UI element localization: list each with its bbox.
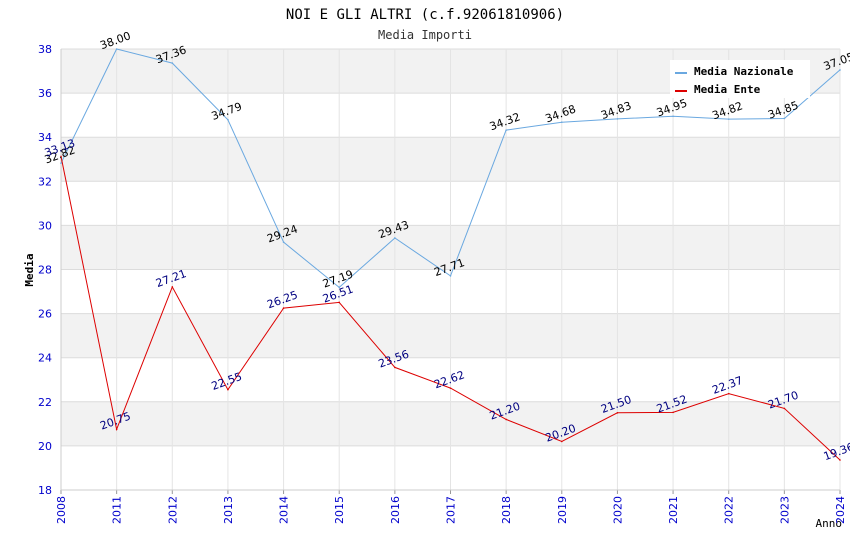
x-tick-label: 2017 — [445, 496, 458, 524]
x-tick-label: 2018 — [500, 496, 513, 524]
x-tick-label: 2022 — [723, 496, 736, 524]
x-tick-label: 2012 — [166, 496, 179, 524]
legend: Media Nazionale Media Ente — [670, 60, 810, 98]
x-tick-label: 2013 — [222, 496, 235, 524]
data-point-media-nazionale — [338, 286, 341, 289]
data-point-media-ente — [60, 155, 62, 158]
series-group — [60, 48, 841, 461]
legend-label-media-ente: Media Ente — [694, 83, 761, 96]
data-label-media-ente: 22.37 — [710, 374, 744, 397]
data-point-media-ente — [672, 411, 674, 414]
data-point-media-nazionale — [783, 117, 786, 120]
legend-box — [670, 60, 810, 98]
y-tick-label: 36 — [38, 87, 52, 100]
data-label-media-nazionale: 34.32 — [488, 110, 522, 133]
y-tick-label: 32 — [38, 175, 52, 188]
y-tick-label: 24 — [38, 352, 52, 365]
x-tick-label: 2023 — [778, 496, 791, 524]
chart-subtitle: Media Importi — [378, 28, 472, 42]
x-tick-label: 2020 — [611, 496, 624, 524]
data-point-media-ente — [783, 407, 786, 410]
y-tick-label: 38 — [38, 43, 52, 56]
data-point-media-nazionale — [115, 48, 118, 50]
x-tick-labels: 2008 2011 2012 2013 2014 2015 2016 2017 2018 2019… — [55, 496, 847, 524]
x-tick-label: 2019 — [556, 496, 569, 524]
data-point-media-ente — [449, 387, 452, 389]
data-point-media-nazionale — [282, 241, 285, 243]
chart-title: NOI E GLI ALTRI (c.f.92061810906) — [286, 7, 564, 23]
x-tick-label: 2011 — [111, 496, 124, 524]
data-point-media-ente — [115, 428, 118, 431]
y-axis-title: Media — [23, 253, 36, 286]
x-tick-label: 2024 — [834, 496, 847, 524]
data-label-media-ente: 22.55 — [210, 370, 244, 393]
data-point-media-ente — [727, 392, 730, 395]
data-point-media-nazionale — [727, 118, 730, 120]
data-point-media-nazionale — [560, 121, 563, 124]
data-point-media-nazionale — [616, 118, 619, 120]
legend-label-media-nazionale: Media Nazionale — [694, 65, 794, 78]
x-tick-label: 2016 — [389, 496, 402, 524]
data-point-media-ente — [338, 301, 341, 304]
data-point-media-ente — [227, 388, 229, 391]
data-point-media-ente — [505, 418, 507, 421]
data-label-media-ente: 26.25 — [265, 288, 299, 311]
y-tick-label: 30 — [38, 219, 52, 232]
x-tick-label: 2014 — [278, 496, 291, 524]
data-point-media-nazionale — [505, 129, 507, 131]
y-tick-label: 20 — [38, 440, 52, 453]
data-point-media-ente — [560, 440, 563, 443]
y-tick-label: 34 — [38, 131, 52, 144]
data-label-media-ente: 27.21 — [154, 267, 188, 290]
x-tick-label: 2008 — [55, 496, 68, 524]
y-tick-label: 18 — [38, 484, 52, 497]
data-point-media-ente — [394, 366, 396, 369]
data-point-media-nazionale — [227, 118, 229, 121]
x-tick-label: 2015 — [333, 496, 346, 524]
data-point-media-ente — [839, 459, 841, 461]
data-label-media-nazionale: 34.79 — [210, 100, 244, 123]
data-point-media-ente — [282, 307, 285, 309]
y-tick-label: 22 — [38, 396, 52, 409]
grid-lines — [60, 48, 841, 494]
y-tick-label: 28 — [38, 264, 52, 277]
data-point-media-nazionale — [839, 69, 841, 71]
y-tick-label: 26 — [38, 308, 52, 321]
data-point-media-nazionale — [449, 275, 452, 277]
data-point-media-ente — [171, 286, 174, 288]
x-axis-title: Anno — [816, 517, 843, 530]
data-point-media-nazionale — [394, 237, 396, 239]
data-point-media-nazionale — [171, 62, 174, 64]
data-point-media-nazionale — [672, 115, 674, 118]
data-point-media-ente — [616, 412, 619, 414]
x-tick-label: 2021 — [667, 496, 680, 524]
y-tick-labels: 18 20 22 24 26 28 30 32 34 36 38 — [38, 43, 52, 497]
data-point-media-nazionale — [60, 162, 62, 165]
